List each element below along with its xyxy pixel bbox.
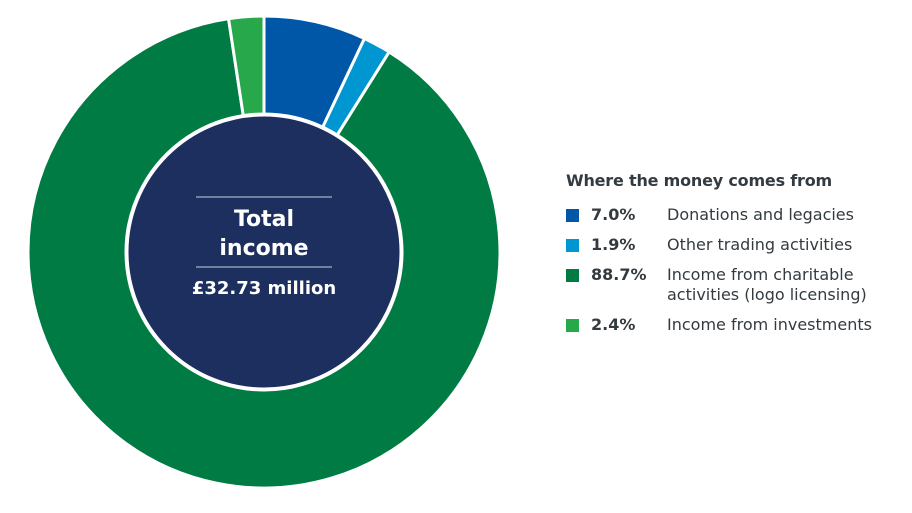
center-circle xyxy=(125,113,403,391)
legend-percent: 88.7% xyxy=(591,265,647,284)
donut-chart: Total income £32.73 million xyxy=(26,14,502,490)
legend-item: 2.4% Income from investments xyxy=(566,315,887,335)
legend-item: 88.7% Income from charitable activities (… xyxy=(566,265,887,305)
legend-swatch xyxy=(566,239,579,252)
center-amount: £32.73 million xyxy=(192,278,336,299)
legend-label: Other trading activities xyxy=(667,235,853,254)
legend-item: 1.9% Other trading activities xyxy=(566,235,887,255)
legend-percent: 1.9% xyxy=(591,235,636,254)
legend-label: Income from charitable activities (logo … xyxy=(667,265,867,304)
legend-item: 7.0% Donations and legacies xyxy=(566,205,887,225)
legend-label: Income from investments xyxy=(667,315,872,334)
legend-percent: 2.4% xyxy=(591,315,636,334)
legend: Where the money comes from 7.0% Donations… xyxy=(566,171,887,345)
center-title-line2: income xyxy=(219,236,308,261)
legend-swatch xyxy=(566,269,579,282)
donut-slices xyxy=(26,14,502,490)
legend-label: Donations and legacies xyxy=(667,205,854,224)
legend-percent: 7.0% xyxy=(591,205,636,224)
legend-swatch xyxy=(566,209,579,222)
legend-swatch xyxy=(566,319,579,332)
center-title-line1: Total xyxy=(234,207,294,232)
legend-title: Where the money comes from xyxy=(566,171,832,190)
